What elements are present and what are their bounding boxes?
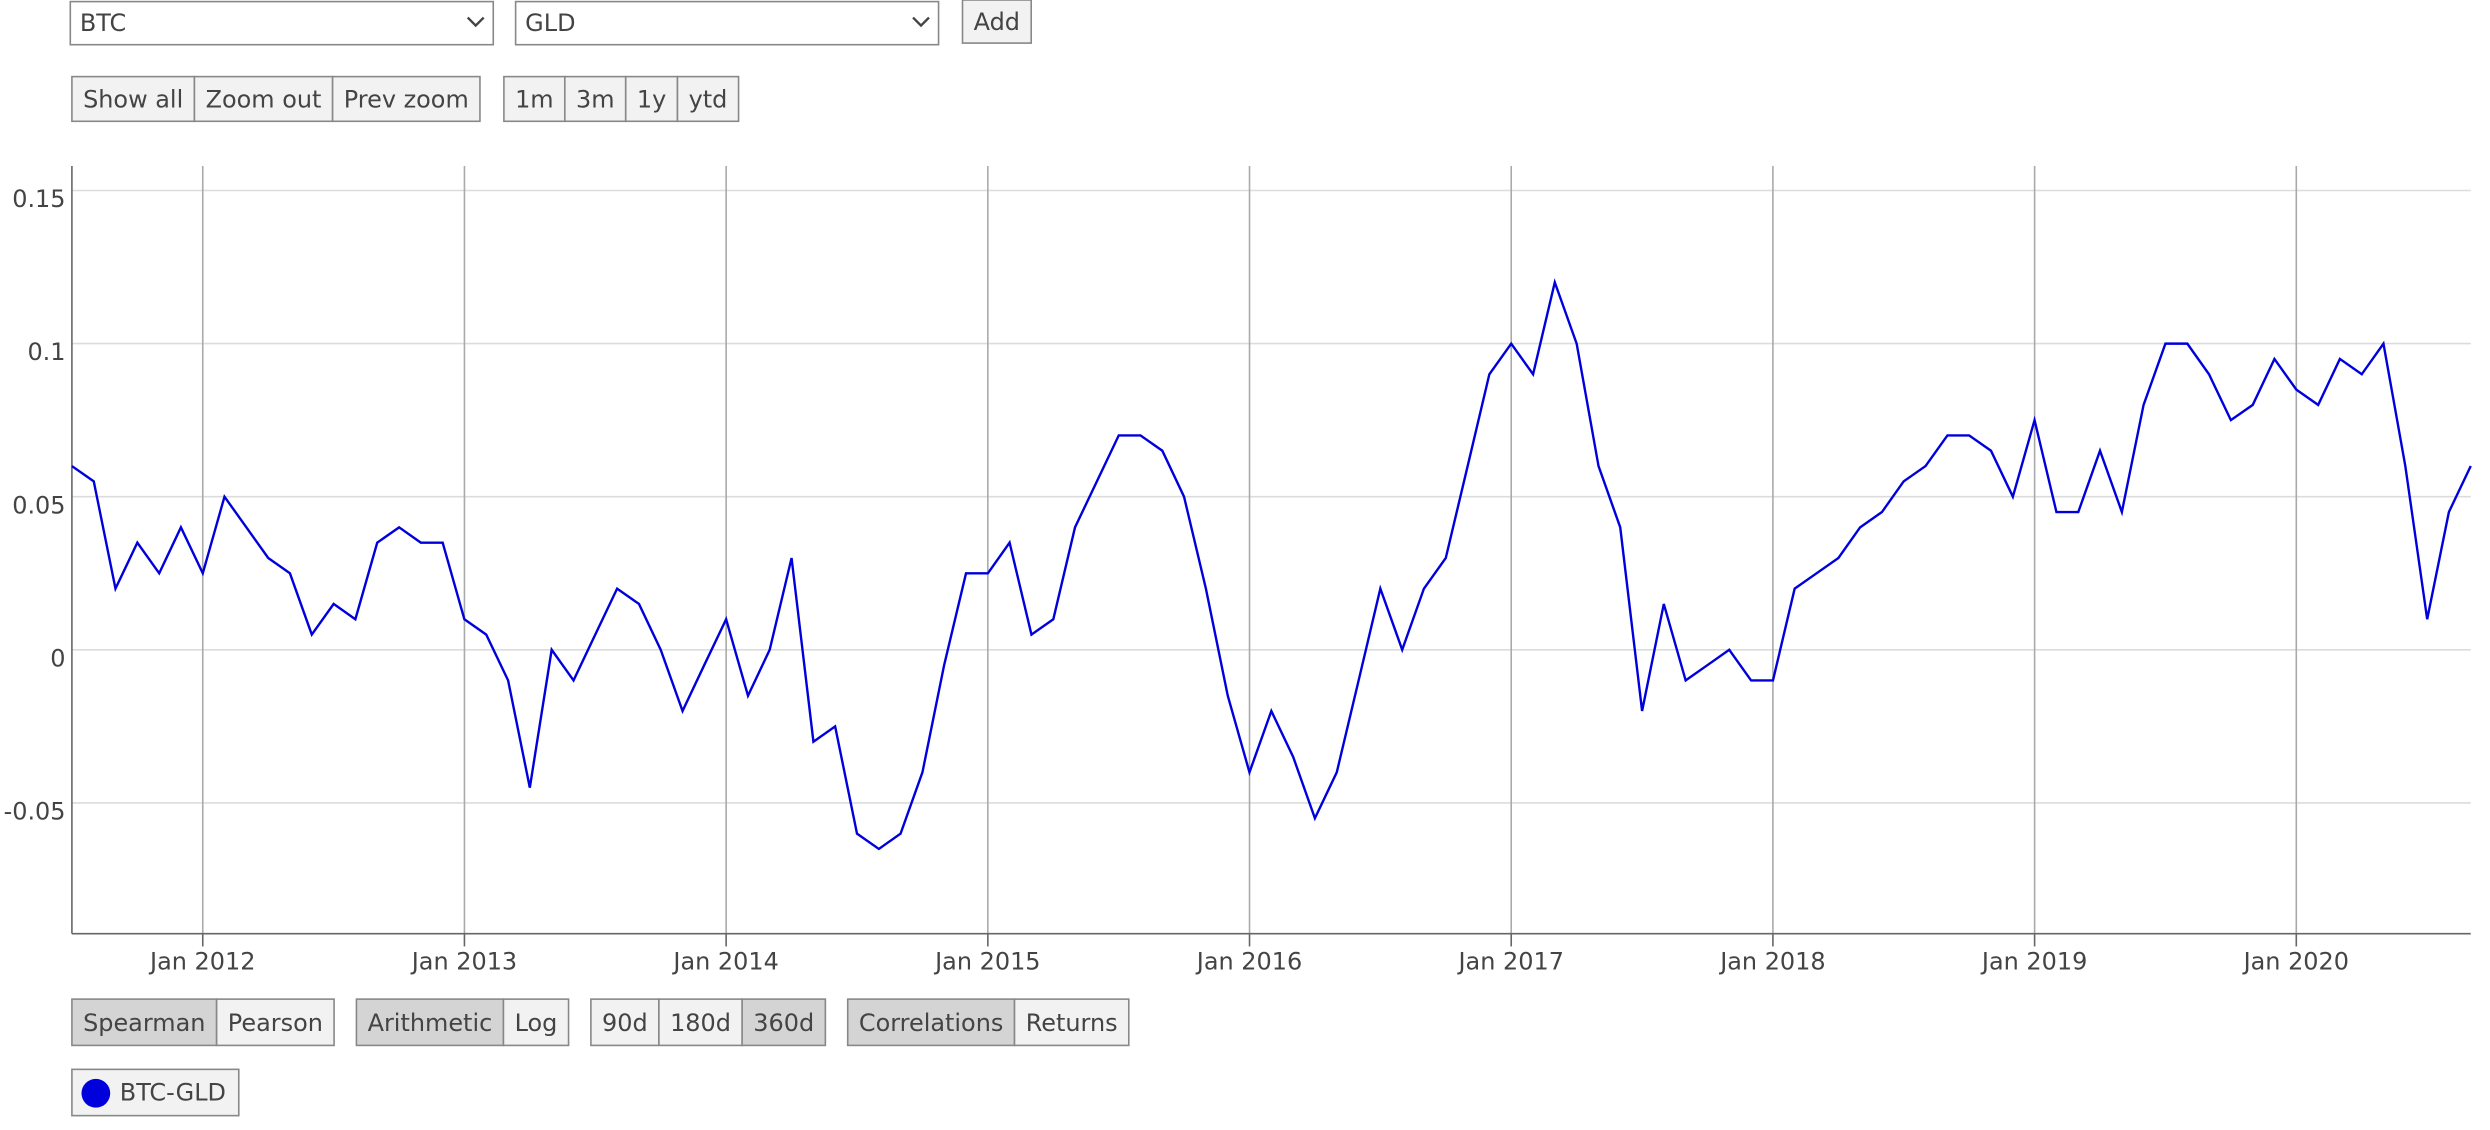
button[interactable] (331, 75, 481, 123)
x-tick-label: Jan 2013 (410, 947, 517, 975)
button-label: ytd (689, 86, 728, 114)
button-label: 180d (670, 1009, 731, 1037)
x-tick-label: Jan 2014 (671, 947, 778, 975)
button-label: 90d (602, 1009, 648, 1037)
button[interactable] (502, 998, 570, 1047)
button-label: 3m (576, 86, 615, 114)
y-tick-label: 0.15 (12, 185, 65, 213)
button-label: Log (515, 1009, 558, 1037)
button-label: Prev zoom (344, 86, 469, 114)
button-label: Show all (83, 86, 183, 114)
legend-swatch (81, 1078, 111, 1108)
x-tick-label: Jan 2015 (933, 947, 1040, 975)
button-label: 1m (515, 86, 554, 114)
button[interactable] (658, 998, 743, 1047)
dropdown[interactable] (69, 0, 495, 46)
button-label: 1y (637, 86, 666, 114)
dropdown-arrow (466, 16, 485, 28)
button-label: Zoom out (206, 86, 322, 114)
dropdown-value: GLD (525, 9, 575, 37)
dropdown-value: BTC (80, 9, 126, 37)
x-tick-label: Jan 2018 (1718, 947, 1825, 975)
y-tick-label: 0 (50, 644, 65, 672)
button-label: Add (974, 8, 1020, 36)
button-label: Correlations (859, 1009, 1003, 1037)
y-tick-label: -0.05 (4, 798, 66, 826)
button-label: Arithmetic (368, 1009, 493, 1037)
button-label: Spearman (83, 1009, 205, 1037)
button-label: 360d (753, 1009, 814, 1037)
x-tick-label: Jan 2017 (1457, 947, 1564, 975)
x-tick-label: Jan 2016 (1195, 947, 1302, 975)
button[interactable] (1013, 998, 1130, 1047)
y-tick-label: 0.1 (27, 338, 65, 366)
dropdown-arrow (912, 16, 930, 28)
dropdown[interactable] (514, 0, 940, 46)
legend-label: BTC-GLD (120, 1078, 226, 1106)
button-label: Returns (1026, 1009, 1118, 1037)
y-tick-label: 0.05 (12, 491, 65, 519)
button[interactable] (564, 75, 627, 123)
button[interactable] (215, 998, 335, 1047)
x-tick-label: Jan 2020 (2242, 947, 2349, 975)
x-tick-label: Jan 2019 (1980, 947, 2087, 975)
button[interactable] (961, 0, 1033, 44)
button[interactable] (71, 998, 218, 1047)
button[interactable] (624, 75, 679, 123)
button[interactable] (503, 75, 566, 123)
x-tick-label: Jan 2012 (148, 947, 255, 975)
button-label: Pearson (228, 1009, 323, 1037)
button[interactable] (590, 998, 660, 1047)
data-line (71, 278, 2472, 851)
button[interactable] (676, 75, 740, 123)
button[interactable] (355, 998, 505, 1047)
button[interactable] (71, 75, 196, 123)
button[interactable] (741, 998, 827, 1047)
